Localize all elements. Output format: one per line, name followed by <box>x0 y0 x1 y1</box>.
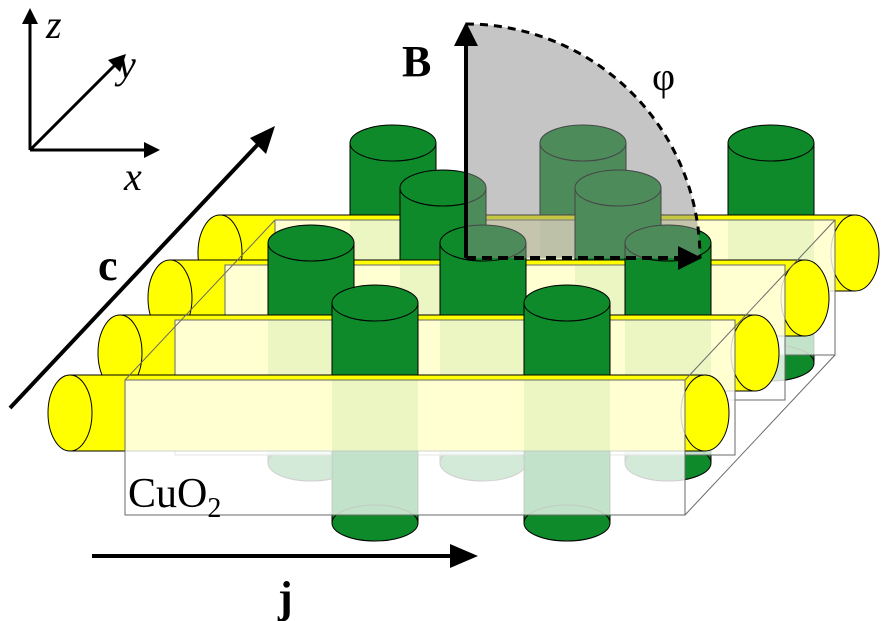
current-label: j <box>277 573 293 621</box>
copper-rod-top <box>349 124 437 162</box>
oxygen-rod-left-cap <box>47 374 93 452</box>
angle-label: φ <box>652 54 675 99</box>
oxygen-rod-right-cap <box>730 314 780 392</box>
copper-rod-top <box>727 124 815 162</box>
field-sector-group <box>454 22 702 270</box>
copper-rod-ghost <box>332 380 418 515</box>
layer-label-subscript: 2 <box>207 493 221 524</box>
layer-depth-edge <box>124 219 276 381</box>
copper-rod-top <box>267 224 355 262</box>
copper-rod-ghost <box>524 380 610 515</box>
x-axis-arrowhead <box>144 142 160 158</box>
layer-depth-edge <box>684 219 836 381</box>
c-axis-label: c <box>98 241 118 290</box>
y-axis-label: y <box>114 42 136 87</box>
layer-label: CuO2 <box>128 471 221 524</box>
coordinate-axes <box>22 8 160 158</box>
field-label: B <box>402 37 431 86</box>
field-vector-arrowhead <box>454 22 478 46</box>
layer-depth-edge <box>684 354 836 516</box>
copper-rod-top <box>331 284 419 322</box>
cuo2-layer-slab <box>124 379 686 516</box>
current-arrowhead <box>450 544 478 568</box>
angle-sector <box>466 24 700 258</box>
z-axis-label: z <box>45 2 62 47</box>
z-axis-arrowhead <box>22 8 38 24</box>
copper-rod-top <box>523 284 611 322</box>
y-axis-line <box>28 60 120 152</box>
x-axis-label: x <box>123 154 142 199</box>
field-x-arrowhead <box>678 246 702 270</box>
oxygen-rod-right-cap <box>830 214 880 292</box>
angle-arc <box>465 22 702 259</box>
y-axis-arrowhead <box>108 54 126 72</box>
c-axis-line <box>8 138 264 410</box>
oxygen-rod-right-cap <box>780 259 830 337</box>
layer-label-base: CuO <box>128 471 207 517</box>
oxygen-rod-right-cap <box>680 374 730 452</box>
c-axis-arrowhead <box>250 126 275 154</box>
